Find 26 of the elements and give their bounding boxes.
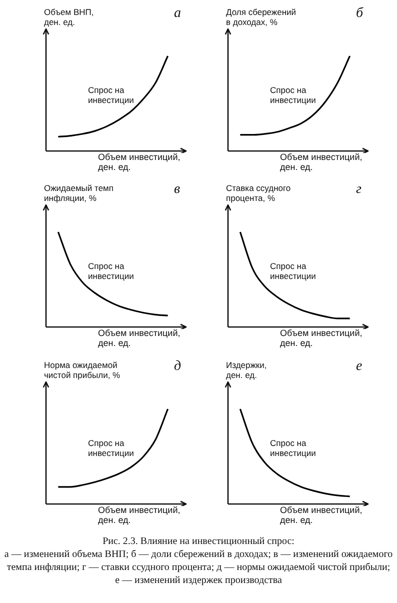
annotation: Спрос на инвестиции: [270, 438, 316, 459]
x-axis-title: Объем инвестиций, ден. ед.: [98, 328, 180, 349]
chart-title: е: [356, 359, 362, 375]
annotation: Спрос на инвестиции: [270, 85, 316, 106]
y-axis-title: Норма ожидаемой чистой прибыли, %: [44, 360, 120, 381]
annotation: Спрос на инвестиции: [270, 261, 316, 282]
chart-title: д: [174, 359, 182, 375]
x-axis-title: Объем инвестиций, ден. ед.: [280, 505, 362, 526]
y-axis-title: Ожидаемый темп инфляции, %: [44, 183, 114, 204]
annotation: Спрос на инвестиции: [88, 85, 134, 106]
chart-title: а: [174, 6, 181, 22]
annotation: Спрос на инвестиции: [88, 261, 134, 282]
text: Рис. 2.3. Влияние на инвестиционный спрос:: [102, 535, 296, 548]
annotation: Спрос на инвестиции: [88, 438, 134, 459]
chart-title: г: [356, 182, 362, 198]
x-axis-title: Объем инвестиций, ден. ед.: [98, 505, 180, 526]
y-axis-title: Доля сбережений в доходах, %: [226, 7, 296, 28]
y-axis-title: Ставка ссудного процента, %: [226, 183, 291, 204]
chart-title: в: [174, 182, 180, 198]
y-axis-title: Издержки, ден. ед.: [226, 360, 267, 381]
x-axis-title: Объем инвестиций, ден. ед.: [280, 328, 362, 349]
x-axis-title: Объем инвестиций, ден. ед.: [280, 152, 362, 173]
x-axis-title: Объем инвестиций, ден. ед.: [98, 152, 180, 173]
chart-title: б: [356, 6, 364, 22]
y-axis-title: Объем ВНП, ден. ед.: [44, 7, 94, 28]
text: а — изменений объема ВНП; б — доли сбережений в доходах; в — изменений ожидаемого темпа инфляции; г — ставки ссудного процента; д — нормы ожидаемой чистой прибыли; е — изменений издержек производства: [4, 548, 393, 587]
